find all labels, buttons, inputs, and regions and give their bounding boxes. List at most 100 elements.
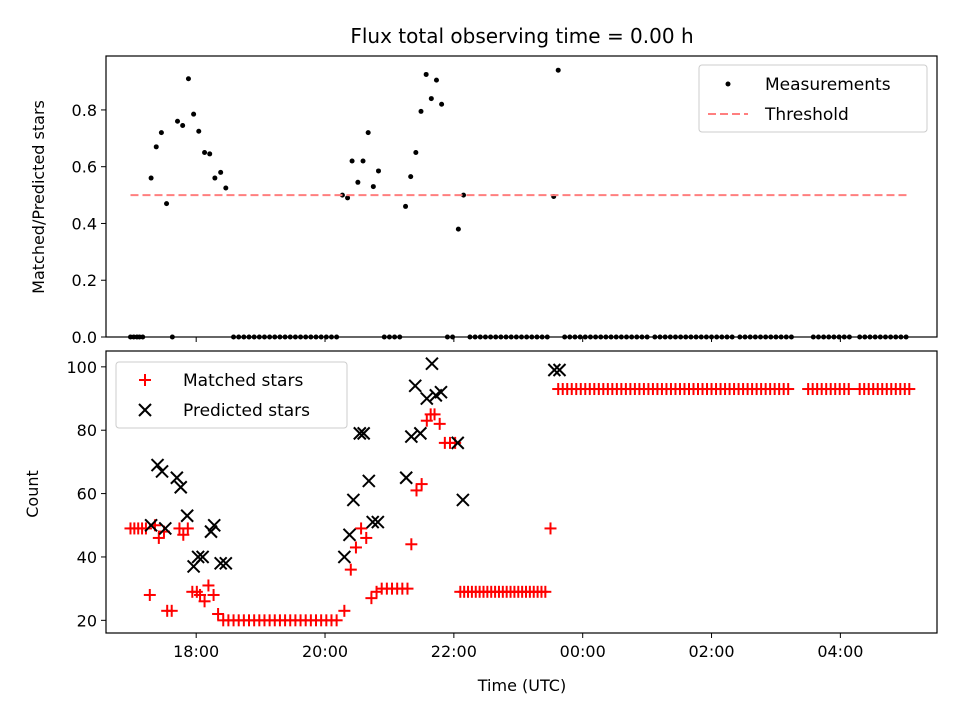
predicted-star-point [456,493,470,507]
matched-star-point [842,383,855,396]
matched-star-point [165,604,178,617]
matched-star-point [177,528,190,541]
predicted-star-point [342,528,357,542]
matched-star-point [194,588,207,601]
x-tick-label: 00:00 [560,642,606,661]
matched-star-point [344,563,357,576]
measurement-point [191,111,197,117]
predicted-star-point [404,429,419,444]
measurement-point [428,96,434,102]
measurement-point [207,151,213,157]
x-tick-label: 18:00 [173,642,219,661]
predicted-star-point [547,363,562,377]
measurement-point [413,150,419,156]
measurement-point [349,158,355,164]
top-y-axis-label: Matched/Predicted stars [29,100,48,294]
predicted-star-point [434,385,448,399]
measurement-point [196,128,202,134]
x-axis-label: Time (UTC) [477,676,566,695]
matched-star-point [544,522,557,535]
predicted-star-point [420,391,434,406]
measurement-point [218,169,224,175]
measurement-point [423,71,429,77]
measurement-point [202,150,208,156]
bottom-axes-frame [105,350,938,634]
measurement-point [555,67,561,73]
measurement-point [148,175,154,181]
measurement-point [433,77,439,83]
bottom-y-tick-label: 40 [77,548,97,567]
matched-star-point [207,588,220,601]
legend-measurements-label: Measurements [765,75,891,95]
predicted-star-point [365,515,380,529]
predicted-star-point [150,458,165,472]
measurement-point [223,185,229,191]
predicted-star-point [362,474,376,488]
legend-measurements-marker [725,81,731,87]
bottom-y-axis-label: Count [23,470,42,518]
matched-star-point [360,531,373,544]
bottom-y-tick-label: 100 [66,358,97,377]
predicted-star-point [346,493,361,507]
predicted-star-point [552,363,567,377]
top-y-tick-label: 0.0 [72,328,97,347]
matched-star-point [202,579,215,592]
bottom-y-tick-label: 60 [77,485,97,504]
measurement-point [455,226,461,232]
top-y-tick-label: 0.4 [72,214,97,233]
measurement-point [439,101,445,107]
bottom-plot: 20 40 60 80 100 18:00 20:00 22:00 00:00 02:00 04:0… [66,350,938,661]
top-legend: Measurements Threshold [698,64,928,133]
matched-star-point [198,595,211,608]
measurement-point [408,174,414,180]
predicted-star-point [155,464,169,479]
measurement-point [370,184,376,190]
top-legend-frame [698,64,928,133]
predicted-star-point [207,518,221,532]
measurement-point [360,158,366,164]
chart-title: Flux total observing time = 0.00 h [350,24,693,48]
measurement-point [355,179,361,185]
top-y-tick-label: 0.6 [72,158,97,177]
predicted-star-point [144,518,158,532]
predicted-star-point [413,426,428,441]
predicted-star-point [451,436,465,450]
bottom-y-tick-label: 80 [77,421,97,440]
legend-predicted-marker [138,403,152,417]
predicted-star-point [170,471,184,485]
matched-star-point [338,604,351,617]
measurement-point [212,175,218,181]
measurement-point [175,118,181,124]
predicted-star-point [191,550,205,564]
matched-star-point [415,478,428,491]
top-y-tick-label: 0.2 [72,271,97,290]
matched-star-point [782,383,795,396]
x-tick-label: 20:00 [302,642,348,661]
top-axes-frame [105,55,938,338]
matched-star-point [410,484,423,497]
predicted-star-point [213,556,228,570]
predicted-star-point [174,480,188,494]
measurement-point [345,195,351,201]
predicted-star-point [399,471,413,485]
predicted-star-point [195,550,210,564]
measurement-point [365,130,371,136]
matched-star-point [539,585,552,598]
measurement-point [375,168,381,174]
top-y-tick-label: 0.8 [72,101,97,120]
matched-star-point [181,522,194,535]
x-tick-label: 22:00 [431,642,477,661]
predicted-star-point [204,524,218,539]
predicted-star-point [425,356,439,371]
matched-star-point [349,541,362,554]
matched-star-point [143,588,156,601]
matched-star-point [903,383,916,396]
x-tick-label: 04:00 [817,642,863,661]
legend-matched-marker [139,374,151,386]
matched-star-point [420,414,433,427]
legend-threshold-label: Threshold [764,105,849,125]
matched-star-point [212,607,225,620]
matched-star-point [433,417,446,430]
matched-star-point [365,592,378,605]
